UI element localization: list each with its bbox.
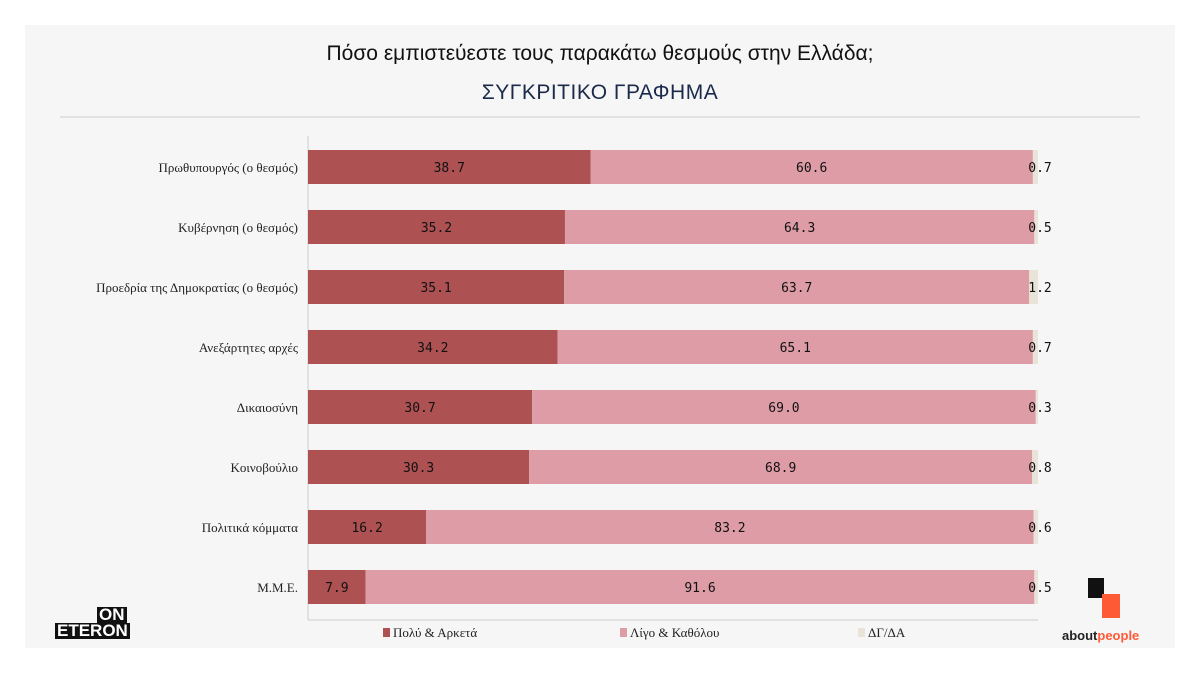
divider — [60, 116, 1140, 118]
category-label: Κοινοβούλιο — [231, 460, 298, 475]
data-label: 35.1 — [420, 281, 451, 296]
category-label: Πολιτικά κόμματα — [202, 520, 298, 535]
data-label: 0.5 — [1028, 221, 1051, 236]
bar-segment — [590, 150, 1033, 184]
data-label: 1.2 — [1028, 281, 1051, 296]
data-label: 0.3 — [1028, 401, 1051, 416]
data-label: 0.5 — [1028, 581, 1051, 596]
bar-segment — [308, 450, 530, 484]
category-label: Κυβέρνηση (ο θεσμός) — [178, 220, 298, 235]
chart-title: Πόσο εμπιστεύεστε τους παρακάτω θεσμούς … — [326, 42, 874, 65]
data-label: 0.7 — [1028, 161, 1051, 176]
bar-segment — [308, 570, 366, 604]
legend-swatch — [383, 628, 390, 637]
category-label: Ανεξάρτητες αρχές — [199, 340, 299, 355]
category-label: Προεδρία της Δημοκρατίας (ο θεσμός) — [96, 280, 298, 295]
data-label: 64.3 — [784, 221, 815, 236]
bar-segment — [308, 330, 558, 364]
aboutpeople-logo: aboutpeople — [1062, 628, 1140, 643]
data-label: 30.7 — [404, 401, 435, 416]
data-label: 7.9 — [325, 581, 348, 596]
bar-segment — [308, 270, 565, 304]
bar-segment — [1033, 510, 1038, 544]
data-label: 83.2 — [714, 521, 745, 536]
bar-segment — [1032, 450, 1038, 484]
bar-segment — [308, 510, 427, 544]
data-label: 34.2 — [417, 341, 448, 356]
aboutpeople-icon — [1088, 578, 1104, 598]
bar-segment — [308, 390, 533, 424]
legend-swatch — [620, 628, 627, 637]
data-label: 0.8 — [1028, 461, 1051, 476]
oneteron-logo: ON ETERON — [55, 605, 130, 640]
bar-segment — [1029, 270, 1038, 304]
aboutpeople-icon-orange — [1102, 594, 1120, 618]
bar-segment — [1034, 210, 1038, 244]
data-label: 63.7 — [781, 281, 812, 296]
legend-label: ΔΓ/ΔΑ — [868, 625, 906, 640]
bar-segment — [426, 510, 1034, 544]
category-label: Μ.Μ.Ε. — [257, 580, 298, 595]
data-label: 65.1 — [780, 341, 811, 356]
data-label: 0.6 — [1028, 521, 1051, 536]
bar-segment — [1032, 150, 1038, 184]
legend-label: Πολύ & Αρκετά — [393, 625, 477, 640]
data-label: 91.6 — [684, 581, 715, 596]
category-label: Δικαιοσύνη — [237, 400, 298, 415]
chart-subtitle: ΣΥΓΚΡΙΤΙΚΟ ΓΡΑΦΗΜΑ — [481, 81, 719, 104]
data-label: 68.9 — [765, 461, 796, 476]
bar-segment — [308, 210, 565, 244]
bar-segment — [365, 570, 1035, 604]
data-label: 16.2 — [351, 521, 382, 536]
data-label: 35.2 — [421, 221, 452, 236]
category-label: Πρωθυπουργός (ο θεσμός) — [159, 160, 298, 175]
data-label: 30.3 — [403, 461, 434, 476]
bar-segment — [1032, 330, 1038, 364]
bar-segment — [1035, 390, 1038, 424]
bar-segment — [532, 390, 1036, 424]
bar-segment — [529, 450, 1033, 484]
legend-label: Λίγο & Καθόλου — [630, 625, 719, 640]
bar-segment — [564, 210, 1035, 244]
data-label: 60.6 — [796, 161, 827, 176]
bar-segment — [564, 270, 1030, 304]
data-label: 69.0 — [768, 401, 799, 416]
data-label: 0.7 — [1028, 341, 1051, 356]
bar-segment — [557, 330, 1033, 364]
legend-swatch — [858, 628, 865, 637]
bar-segment — [1034, 570, 1038, 604]
data-label: 38.7 — [434, 161, 465, 176]
bar-segment — [308, 150, 591, 184]
